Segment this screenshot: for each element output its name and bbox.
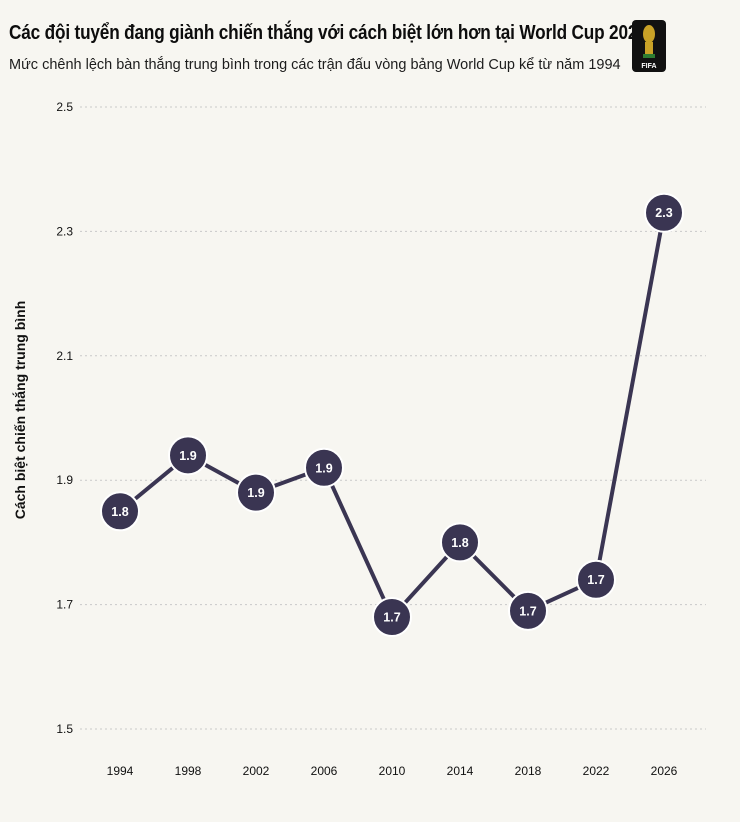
x-tick-label: 2006 [311, 764, 338, 778]
data-label: 1.9 [315, 461, 332, 475]
data-point [576, 559, 616, 600]
y-tick-label: 2.5 [56, 100, 73, 114]
fifa-logo-text: FIFA [641, 63, 656, 70]
data-label: 1.8 [451, 536, 468, 550]
x-tick-label: 2014 [447, 764, 474, 778]
y-tick-label: 2.1 [56, 349, 73, 363]
chart-title: Các đội tuyển đang giành chiến thắng với… [9, 22, 647, 44]
data-label: 2.3 [655, 206, 672, 220]
data-point [168, 435, 208, 476]
data-point [236, 472, 276, 513]
x-tick-label: 2002 [243, 764, 270, 778]
x-tick-label: 2010 [379, 764, 406, 778]
data-point [304, 447, 344, 488]
data-point [508, 590, 548, 631]
chart-subtitle: Mức chênh lệch bàn thắng trung bình tron… [9, 57, 621, 73]
x-tick-label: 2018 [515, 764, 542, 778]
data-label: 1.8 [111, 505, 128, 519]
x-tick-label: 1998 [175, 764, 202, 778]
data-label: 1.9 [247, 486, 264, 500]
x-tick-label: 1994 [107, 764, 134, 778]
data-point [372, 597, 412, 638]
series-line [118, 210, 666, 620]
y-tick-label: 1.9 [56, 473, 73, 487]
data-point [440, 522, 480, 563]
fifa-world-cup-logo: FIFA [632, 20, 666, 72]
data-label: 1.7 [519, 604, 536, 618]
y-tick-label: 2.3 [56, 224, 73, 238]
data-label: 1.9 [179, 449, 196, 463]
data-label: 1.7 [383, 611, 400, 625]
data-label: 1.7 [587, 573, 604, 587]
x-tick-label: 2022 [583, 764, 610, 778]
data-point [644, 192, 684, 233]
y-tick-label: 1.5 [56, 722, 73, 736]
x-tick-label: 2026 [651, 764, 678, 778]
data-point [100, 491, 140, 532]
y-tick-label: 1.7 [56, 598, 73, 612]
